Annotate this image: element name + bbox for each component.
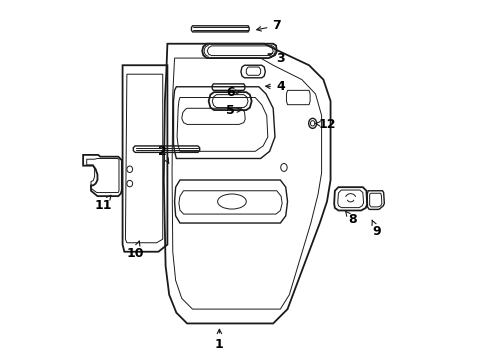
Text: 1: 1 [215, 329, 224, 351]
Text: 10: 10 [126, 241, 143, 260]
Text: 7: 7 [256, 19, 281, 32]
Text: 9: 9 [371, 220, 381, 238]
Text: 6: 6 [225, 86, 240, 99]
Text: 4: 4 [265, 80, 284, 93]
Text: 8: 8 [345, 211, 356, 226]
Text: 12: 12 [315, 118, 335, 131]
Text: 2: 2 [157, 145, 168, 163]
Text: 11: 11 [94, 195, 111, 212]
Text: 5: 5 [225, 104, 241, 117]
Text: 3: 3 [267, 51, 284, 64]
